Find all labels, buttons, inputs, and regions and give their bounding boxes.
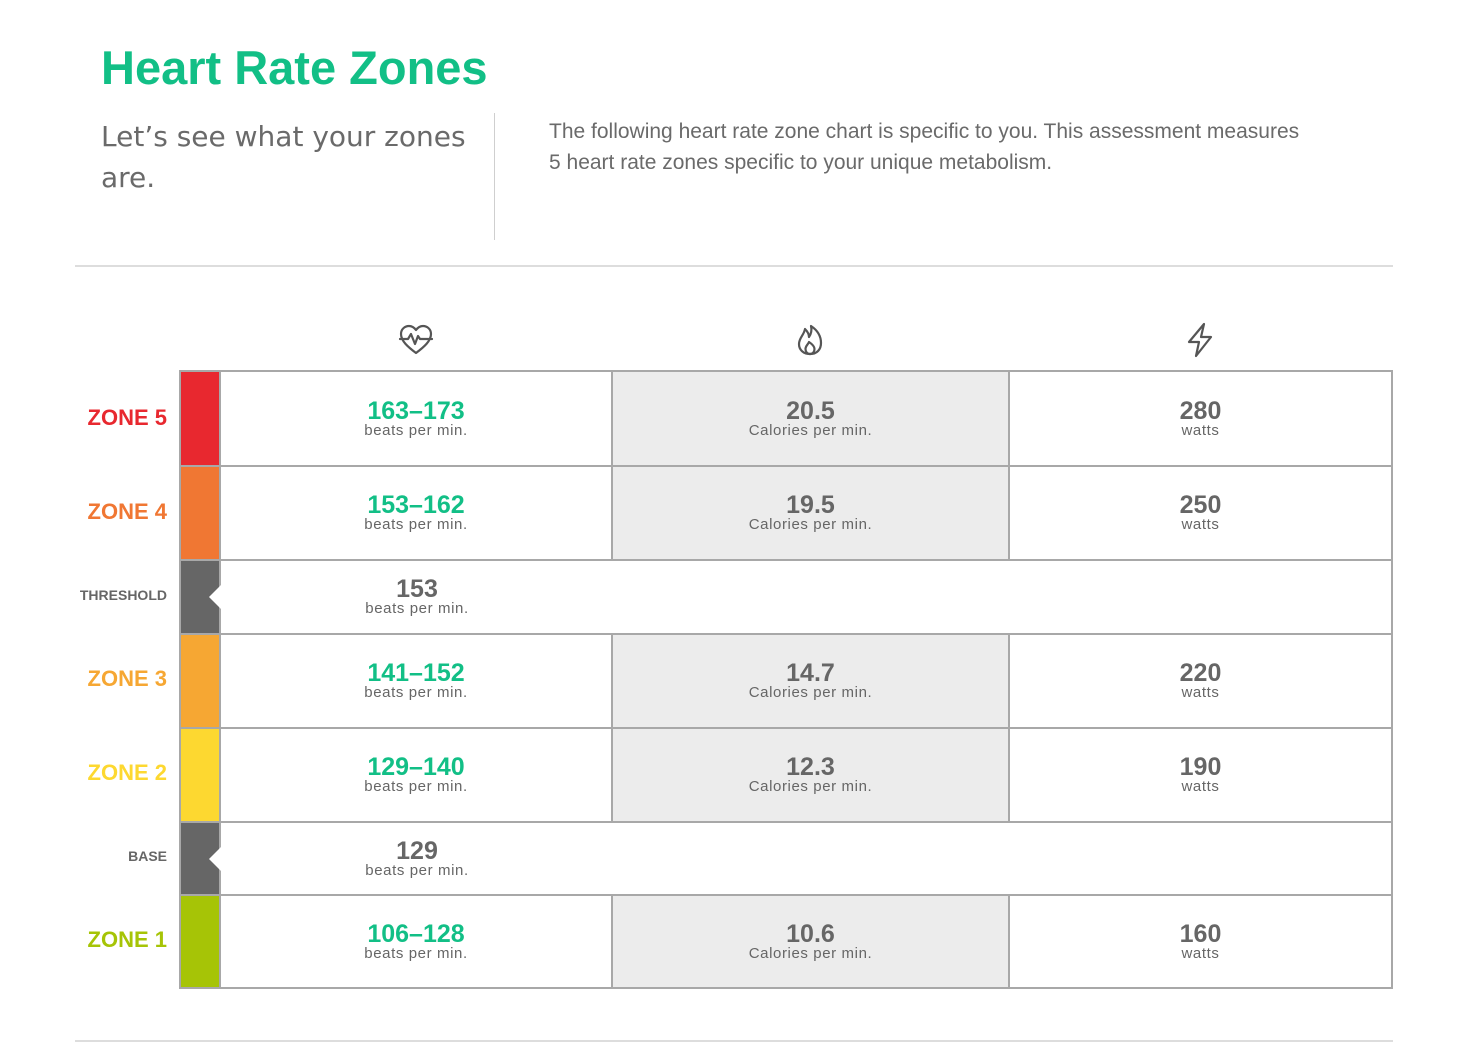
watts-unit: watts [1181,778,1220,795]
calories-unit: Calories per min. [748,944,873,962]
calories-cell: 20.5 Calories per min. [613,372,1010,465]
calories-value: 19.5 [786,491,835,519]
table-row-zone-2: 129–140 beats per min. 12.3 Calories per… [181,727,1391,821]
calories-cell: 14.7 Calories per min. [613,635,1010,727]
zone-1-color-bar [181,896,221,987]
bpm-unit: beats per min. [364,684,468,701]
bpm-cell: 153 beats per min. [221,561,613,633]
calories-value: 12.3 [786,753,835,781]
table-row-threshold: 153 beats per min. [181,559,1391,633]
bpm-cell: 129–140 beats per min. [221,729,613,821]
bpm-unit: beats per min. [364,944,468,962]
watts-cell: 190 watts [1010,729,1391,821]
calories-cell: 19.5 Calories per min. [613,467,1010,559]
threshold-label: THRESHOLD [79,587,167,603]
zones-table: 163–173 beats per min. 20.5 Calories per… [179,370,1393,989]
calories-value: 14.7 [786,659,835,687]
bpm-value: 153 [396,575,438,603]
table-row-zone-4: 153–162 beats per min. 19.5 Calories per… [181,465,1391,559]
table-row-zone-1: 106–128 beats per min. 10.6 Calories per… [181,894,1391,987]
bpm-unit: beats per min. [365,861,469,879]
calories-unit: Calories per min. [748,684,873,701]
watts-cell: 280 watts [1010,372,1391,465]
watts-unit: watts [1181,684,1220,701]
top-divider [75,265,1393,267]
watts-value: 160 [1179,919,1222,948]
calories-value: 20.5 [786,396,835,425]
calories-unit: Calories per min. [748,778,873,795]
watts-value: 220 [1179,659,1222,687]
bpm-cell: 153–162 beats per min. [221,467,613,559]
base-label: BASE [128,848,167,864]
zone-1-label: ZONE 1 [87,927,167,952]
bpm-value: 141–152 [367,659,465,687]
watts-unit: watts [1181,944,1220,962]
base-marker [181,823,221,894]
watts-unit: watts [1181,421,1220,439]
table-row-zone-3: 141–152 beats per min. 14.7 Calories per… [181,633,1391,727]
bpm-unit: beats per min. [364,778,468,795]
bpm-unit: beats per min. [364,516,468,533]
bpm-cell: 129 beats per min. [221,823,613,894]
bpm-unit: beats per min. [364,421,468,439]
threshold-marker [181,561,221,633]
heart-rate-icon [396,320,436,360]
calories-cell: 10.6 Calories per min. [613,896,1010,987]
intro-divider [494,113,495,240]
calories-cell: 12.3 Calories per min. [613,729,1010,821]
zone-2-label: ZONE 2 [87,760,167,785]
bpm-value: 153–162 [367,491,465,519]
table-row-zone-5: 163–173 beats per min. 20.5 Calories per… [181,372,1391,465]
bpm-value: 163–173 [367,396,465,425]
bpm-value: 129–140 [367,753,465,781]
watts-value: 250 [1179,491,1222,519]
calories-value: 10.6 [786,919,835,948]
zone-5-color-bar [181,372,221,465]
page-title: Heart Rate Zones [101,41,488,94]
zone-4-color-bar [181,467,221,559]
lightning-bolt-icon [1180,320,1220,360]
bottom-divider [75,1040,1393,1042]
watts-cell: 220 watts [1010,635,1391,727]
zone-3-color-bar [181,635,221,727]
bpm-cell: 141–152 beats per min. [221,635,613,727]
zone-4-label: ZONE 4 [87,499,167,524]
watts-unit: watts [1181,516,1220,533]
watts-cell: 250 watts [1010,467,1391,559]
intro-description: The following heart rate zone chart is s… [549,120,1300,174]
bpm-cell: 163–173 beats per min. [221,372,613,465]
bpm-unit: beats per min. [365,600,469,617]
calories-unit: Calories per min. [748,421,873,439]
zone-5-label: ZONE 5 [87,405,167,430]
zone-2-color-bar [181,729,221,821]
bpm-value: 106–128 [367,919,465,948]
table-row-base: 129 beats per min. [181,821,1391,894]
bpm-value: 129 [396,836,438,865]
watts-value: 190 [1179,753,1222,781]
watts-cell: 160 watts [1010,896,1391,987]
bpm-cell: 106–128 beats per min. [221,896,613,987]
flame-icon [790,320,830,360]
calories-unit: Calories per min. [748,516,873,533]
zone-3-label: ZONE 3 [87,666,167,691]
watts-value: 280 [1179,396,1222,425]
intro-heading: Let’s see what your zones are. [101,120,466,194]
